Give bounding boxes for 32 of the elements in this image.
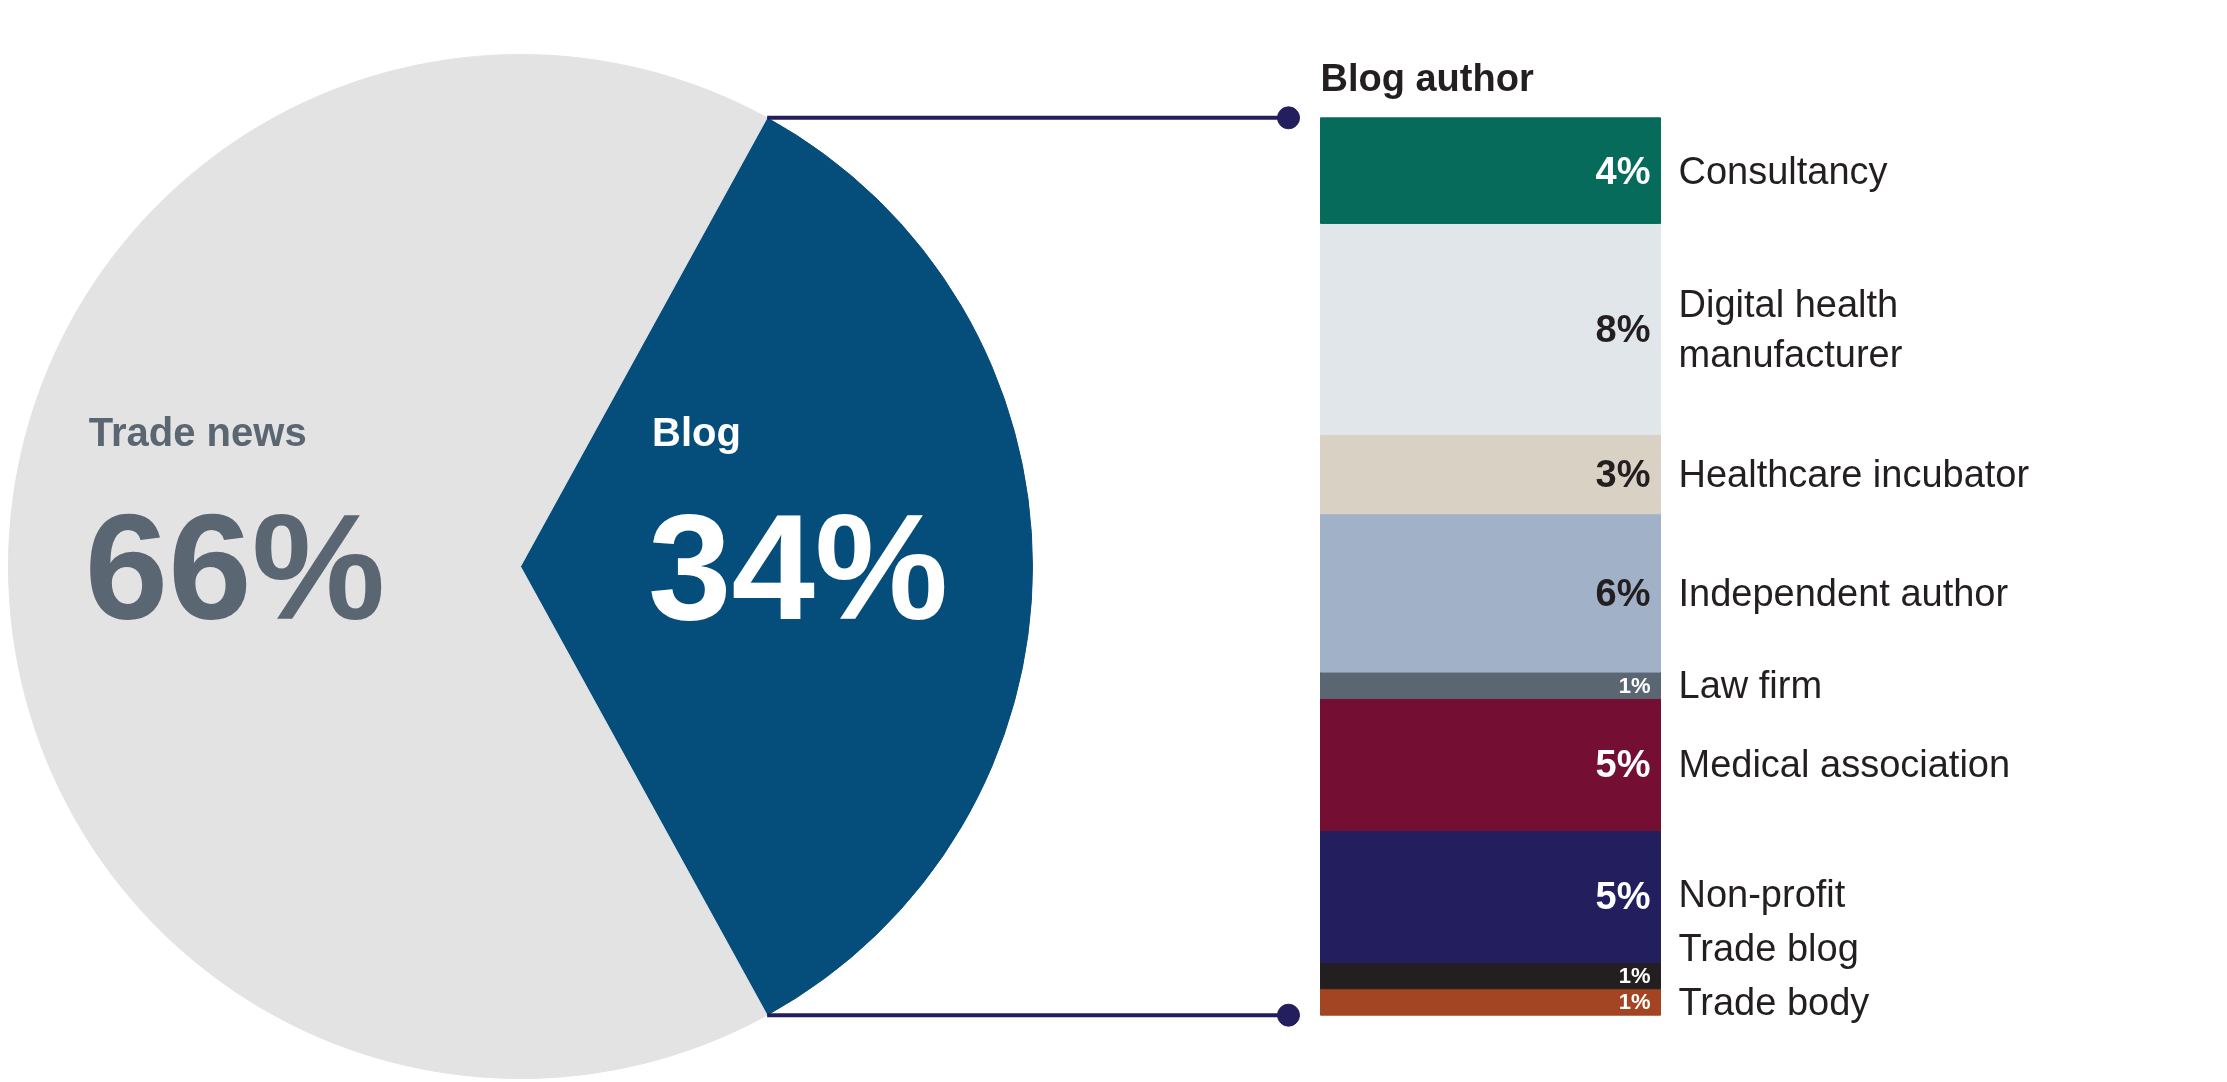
slice-label: Trade news (88, 409, 307, 454)
bar (1320, 434, 1661, 515)
data-label: 66% (84, 482, 386, 651)
series-label: Trade body (1678, 980, 1870, 1023)
data-label: 6% (1595, 571, 1651, 614)
data-label: 1% (1618, 989, 1651, 1015)
series-label: Medical association (1678, 743, 2011, 786)
bar (1320, 671, 1661, 699)
bar (1320, 961, 1661, 990)
bar (1320, 697, 1661, 831)
bar (1320, 117, 1661, 224)
data-label: 34% (647, 482, 949, 651)
bar (1320, 988, 1661, 1016)
bar (1320, 829, 1661, 963)
slice-label: Blog (651, 409, 741, 454)
data-label: 1% (1618, 963, 1651, 989)
chart-title: Blog author (1320, 56, 1534, 99)
bar (1320, 222, 1661, 436)
series-label: Non-profit (1678, 872, 1846, 915)
data-label: 3% (1595, 453, 1651, 496)
series-label: Trade blog (1678, 926, 1859, 969)
data-label: 5% (1595, 875, 1651, 918)
series-label: Healthcare incubator (1678, 453, 2030, 496)
series-label: Independent author (1678, 571, 2009, 614)
series-label: Law firm (1678, 664, 1823, 707)
data-label: 4% (1595, 149, 1651, 192)
data-label: 8% (1595, 307, 1651, 350)
series-label: Digital health manufacturer (1678, 282, 1903, 375)
data-label: 1% (1618, 672, 1651, 698)
series-label: Consultancy (1678, 149, 1888, 192)
bar (1320, 513, 1661, 673)
data-label: 5% (1595, 743, 1651, 786)
